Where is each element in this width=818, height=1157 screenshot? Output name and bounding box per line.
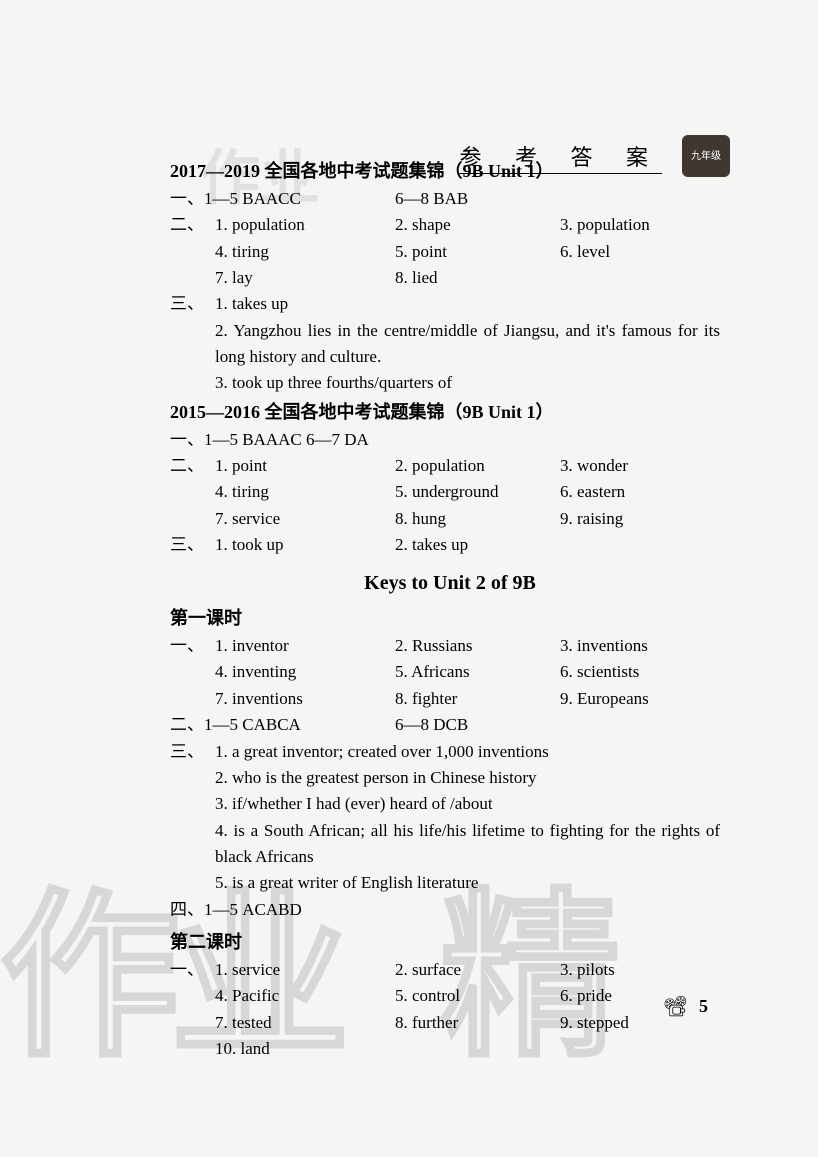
sec1-part3-2: 2. Yangzhou lies in the centre/middle of…	[170, 318, 730, 371]
sec1-part2-row2: 4. tiring 5. point 6. level	[170, 239, 730, 265]
main-content: 2017—2019 全国各地中考试题集锦（9B Unit 1） 一、1—5 BA…	[170, 156, 730, 1062]
l1-part3-1: 三、 1. a great inventor; created over 1,0…	[170, 739, 730, 765]
page-number: 5	[699, 996, 708, 1017]
l2-part1-row4: 10. land	[170, 1036, 730, 1062]
sec1-part3-3: 3. took up three fourths/quarters of	[170, 370, 730, 396]
sec1-part1: 一、1—5 BAACC 6—8 BAB	[170, 186, 730, 212]
camera-icon: 📽	[663, 994, 688, 1019]
l1-part3-2: 2. who is the greatest person in Chinese…	[170, 765, 730, 791]
lesson2-title: 第二课时	[170, 929, 730, 957]
section2-title: 2015—2016 全国各地中考试题集锦（9B Unit 1）	[170, 399, 730, 427]
sec2-part2-row1: 二、 1. point 2. population 3. wonder	[170, 453, 730, 479]
sec2-part2-row2: 4. tiring 5. underground 6. eastern	[170, 479, 730, 505]
sec2-part2-row3: 7. service 8. hung 9. raising	[170, 506, 730, 532]
l2-part1-row2: 4. Pacific 5. control 6. pride	[170, 983, 730, 1009]
sec1-part2-row1: 二、 1. population 2. shape 3. population	[170, 212, 730, 238]
unit-title: Keys to Unit 2 of 9B	[170, 568, 730, 599]
l1-part1-row1: 一、 1. inventor 2. Russians 3. inventions	[170, 633, 730, 659]
l1-part1-row3: 7. inventions 8. fighter 9. Europeans	[170, 686, 730, 712]
l1-part3-3: 3. if/whether I had (ever) heard of /abo…	[170, 791, 730, 817]
sec2-part1: 一、1—5 BAAAC 6—7 DA	[170, 427, 730, 453]
l1-part3-4: 4. is a South African; all his life/his …	[170, 818, 730, 871]
sec2-part3: 三、 1. took up 2. takes up	[170, 532, 730, 558]
l1-part4: 四、1—5 ACABD	[170, 897, 730, 923]
l2-part1-row3: 7. tested 8. further 9. stepped	[170, 1010, 730, 1036]
l1-part2: 二、1—5 CABCA 6—8 DCB	[170, 712, 730, 738]
sec1-part2-row3: 7. lay 8. lied	[170, 265, 730, 291]
section1-title: 2017—2019 全国各地中考试题集锦（9B Unit 1）	[170, 158, 730, 186]
lesson1-title: 第一课时	[170, 605, 730, 633]
l2-part1-row1: 一、 1. service 2. surface 3. pilots	[170, 957, 730, 983]
sec1-part3-1: 三、 1. takes up	[170, 291, 730, 317]
l1-part3-5: 5. is a great writer of English literatu…	[170, 870, 730, 896]
l1-part1-row2: 4. inventing 5. Africans 6. scientists	[170, 659, 730, 685]
